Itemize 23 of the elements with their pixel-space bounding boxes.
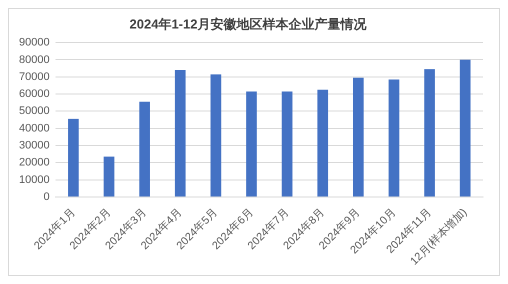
y-tick-label: 70000 bbox=[18, 70, 50, 83]
y-tick-label: 80000 bbox=[18, 54, 50, 66]
chart-title: 2024年1-12月安徽地区样本企业产量情况 bbox=[130, 16, 368, 32]
bar bbox=[282, 91, 292, 196]
bar bbox=[139, 102, 150, 196]
y-tick-label: 40000 bbox=[18, 122, 50, 134]
bar bbox=[317, 90, 328, 196]
bar bbox=[174, 70, 186, 196]
y-tick-label: 50000 bbox=[18, 105, 50, 118]
y-tick-label: 20000 bbox=[18, 156, 50, 169]
bar bbox=[388, 79, 400, 196]
bar bbox=[460, 60, 471, 196]
y-tick-label: 90000 bbox=[18, 36, 50, 49]
y-tick-label: 60000 bbox=[18, 88, 50, 100]
bar bbox=[68, 118, 79, 196]
bar bbox=[246, 91, 257, 196]
bar bbox=[104, 156, 114, 196]
bar bbox=[352, 78, 364, 196]
bar bbox=[210, 74, 222, 196]
y-tick-label: 10000 bbox=[18, 174, 50, 186]
y-tick-label: 0 bbox=[43, 190, 50, 203]
y-tick-label: 30000 bbox=[18, 140, 50, 152]
bar bbox=[424, 69, 435, 196]
